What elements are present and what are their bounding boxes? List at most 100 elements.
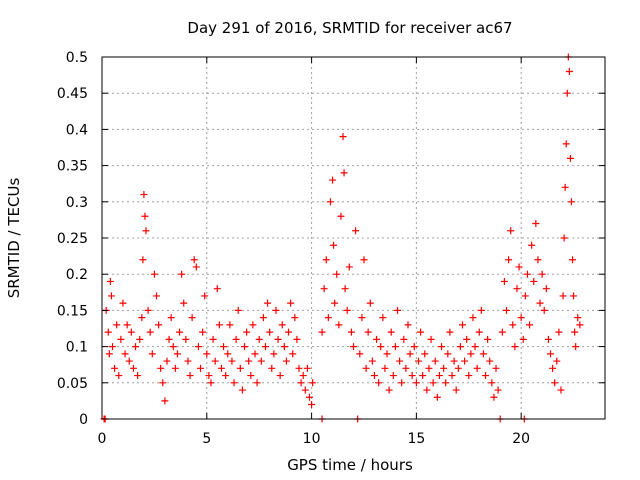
data-point (488, 379, 496, 387)
data-point (505, 256, 513, 264)
data-point (148, 350, 156, 358)
data-point (469, 314, 477, 322)
data-point (538, 270, 546, 278)
data-point (419, 372, 427, 380)
data-point (282, 357, 290, 365)
data-point (165, 335, 173, 343)
data-point (442, 379, 450, 387)
data-point (427, 335, 435, 343)
x-tick-label: 5 (202, 431, 211, 447)
x-tick-label: 0 (98, 431, 107, 447)
data-point (383, 350, 391, 358)
data-point (498, 328, 506, 336)
data-point (360, 256, 368, 264)
data-point (186, 372, 194, 380)
data-point (299, 372, 307, 380)
data-point (176, 328, 184, 336)
data-point (502, 306, 510, 314)
data-point (572, 343, 580, 351)
y-tick-label: 0.4 (66, 122, 88, 138)
data-point (245, 357, 253, 365)
data-point (402, 364, 410, 372)
data-point (406, 350, 414, 358)
data-point (490, 393, 498, 401)
data-point (113, 321, 121, 329)
data-point (563, 89, 571, 97)
data-point (247, 372, 255, 380)
data-point (171, 364, 179, 372)
data-point (536, 299, 544, 307)
data-point (513, 285, 521, 293)
data-point (337, 212, 345, 220)
data-point (324, 314, 332, 322)
data-point (335, 321, 343, 329)
data-point (347, 328, 355, 336)
data-point (448, 372, 456, 380)
data-point (127, 328, 135, 336)
data-point (205, 372, 213, 380)
data-point (521, 292, 529, 300)
data-point (385, 386, 393, 394)
data-point (136, 335, 144, 343)
data-point (199, 328, 207, 336)
y-tick-label: 0.05 (57, 376, 88, 392)
data-point (308, 401, 316, 409)
y-tick-label: 0 (79, 412, 88, 428)
data-point (547, 350, 555, 358)
data-point (159, 379, 167, 387)
data-point (551, 379, 559, 387)
y-tick-label: 0.2 (66, 267, 88, 283)
data-point (119, 299, 127, 307)
data-point (530, 277, 538, 285)
data-point (542, 285, 550, 293)
data-point (438, 343, 446, 351)
data-point (157, 364, 165, 372)
data-point (125, 357, 133, 365)
data-point (213, 285, 221, 293)
data-point (421, 350, 429, 358)
data-point (362, 364, 370, 372)
data-point (534, 256, 542, 264)
data-point (484, 335, 492, 343)
data-point (105, 350, 113, 358)
data-point (230, 379, 238, 387)
data-point (414, 357, 422, 365)
data-point (163, 357, 171, 365)
data-point (132, 343, 140, 351)
data-point (203, 350, 211, 358)
data-point (479, 350, 487, 358)
data-point (141, 212, 149, 220)
data-point (152, 292, 160, 300)
data-point (115, 372, 123, 380)
y-tick-label: 0.45 (57, 86, 88, 102)
data-point (264, 299, 272, 307)
data-point (423, 386, 431, 394)
data-point (274, 335, 282, 343)
data-point (178, 270, 186, 278)
data-point (309, 379, 317, 387)
data-point (566, 154, 574, 162)
data-point (194, 343, 202, 351)
data-point (326, 198, 334, 206)
data-point (182, 335, 190, 343)
data-point (234, 306, 242, 314)
data-point (184, 357, 192, 365)
x-tick-label: 10 (303, 431, 321, 447)
data-point (571, 328, 579, 336)
data-point (379, 314, 387, 322)
data-point (340, 169, 348, 177)
data-point (138, 314, 146, 322)
data-point (117, 335, 125, 343)
data-point (121, 350, 129, 358)
data-point (555, 328, 563, 336)
data-point (440, 364, 448, 372)
data-point (431, 357, 439, 365)
data-point (140, 191, 148, 199)
data-point (272, 306, 280, 314)
data-point (358, 314, 366, 322)
data-point (433, 393, 441, 401)
data-point (562, 140, 570, 148)
data-point (368, 357, 376, 365)
data-point (238, 386, 246, 394)
data-point (492, 364, 500, 372)
